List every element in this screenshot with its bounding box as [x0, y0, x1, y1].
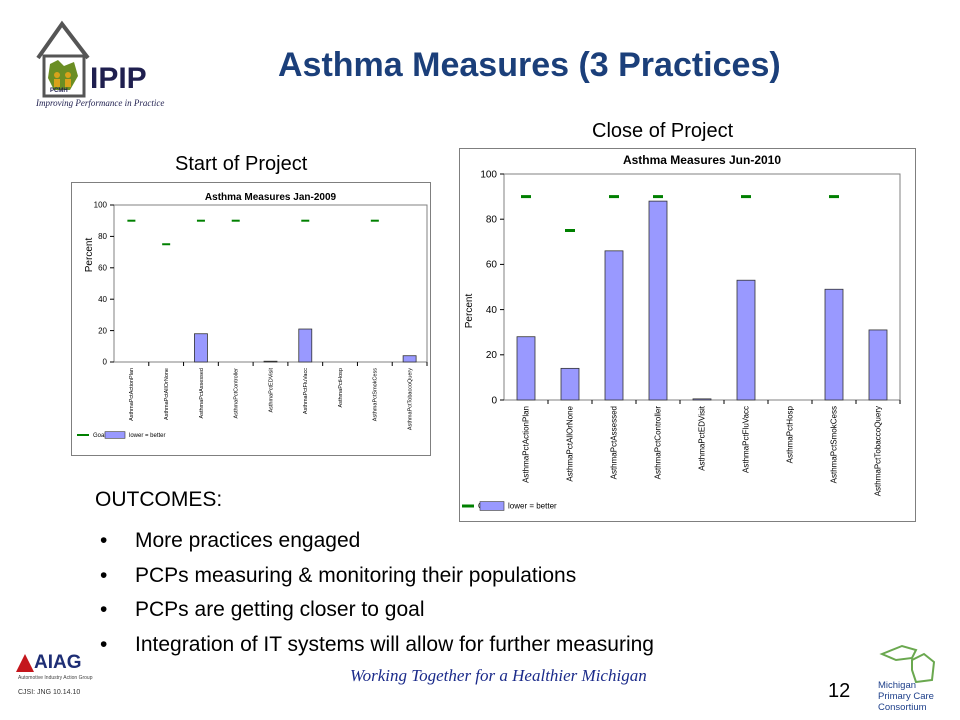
bar: [692, 398, 712, 401]
aiag-logo: AIAG Automotive Industry Action Group: [16, 652, 96, 688]
logo-word: IPIP: [90, 62, 147, 95]
x-tick-label: AsthmaPctAssessed: [199, 368, 205, 418]
chart-close-svg: Asthma Measures Jun-2010 0 20 40 60 80 100 Perc…: [462, 153, 901, 511]
bar: [560, 367, 580, 401]
bar: [868, 329, 888, 401]
house-logo-icon: [36, 20, 90, 98]
page-number: 12: [828, 680, 851, 702]
x-tick-label: AsthmaPctAllOrNone: [164, 368, 170, 420]
michigan-map-icon: [879, 644, 936, 684]
legend-goal-label: Goal: [93, 433, 106, 439]
bar: [824, 288, 844, 401]
aiag-word: AIAG: [34, 652, 82, 673]
y-tick-label: 60: [486, 260, 498, 271]
x-tick-label: AsthmaPctController: [654, 406, 663, 480]
outcomes-list: • More practices engaged • PCPs measuring …: [100, 524, 654, 662]
list-item: • More practices engaged: [100, 524, 654, 559]
bar: [194, 333, 208, 363]
mpcc-line: Michigan: [878, 680, 917, 691]
bullet-glyph: •: [100, 598, 108, 621]
x-tick-label: AsthmaPctFluVacc: [742, 406, 751, 473]
y-tick-label: 20: [486, 350, 498, 361]
x-tick-label: AsthmaPctTobaccoQuery: [874, 406, 883, 496]
mpcc-line: Consortium: [878, 702, 927, 713]
legend-bar-swatch: [479, 501, 505, 511]
list-item-text: PCPs measuring & monitoring their popula…: [135, 563, 577, 587]
legend-bar-label: lower = better: [129, 433, 166, 439]
aiag-subtitle: Automotive Industry Action Group: [18, 675, 93, 681]
chart-title: Asthma Measures Jan-2009: [205, 192, 337, 203]
chart-start: Asthma Measures Jan-2009 0 20 40 60 80 100 Perc…: [71, 182, 431, 456]
plot-area: [113, 204, 428, 363]
bullet-glyph: •: [100, 563, 108, 587]
legend-bar-label: lower = better: [508, 502, 557, 511]
x-tick-label: AsthmaPctActionPlan: [129, 368, 135, 421]
mpcc-logo: Michigan Primary Care Consortium: [872, 640, 948, 713]
footer-code: CJSI: JNG 10.14.10: [18, 689, 81, 696]
bar: [604, 250, 624, 401]
bar: [263, 360, 278, 363]
chart-close: Asthma Measures Jun-2010 0 20 40 60 80 100 Perc…: [459, 148, 916, 522]
bar: [402, 355, 417, 363]
y-tick-label: 0: [103, 358, 108, 367]
list-item-text: PCPs are getting closer to goal: [135, 598, 425, 621]
bullet-glyph: •: [100, 632, 108, 656]
x-tick-label: AsthmaPctSmokCess: [373, 368, 379, 421]
y-tick-label: 80: [98, 232, 107, 241]
x-tick-label: AsthmaPctController: [234, 368, 240, 419]
page-title: Asthma Measures (3 Practices): [278, 46, 781, 84]
y-tick-label: 40: [98, 295, 107, 304]
legend-bar-swatch: [104, 431, 126, 439]
x-tick-label: AsthmaPctEDVisit: [268, 368, 274, 413]
list-item-text: More practices engaged: [135, 529, 361, 552]
list-item-text: Integration of IT systems will allow for…: [135, 632, 654, 656]
x-tick-label: AsthmaPctHosp: [338, 368, 344, 407]
y-tick-label: 0: [491, 395, 497, 406]
bar: [516, 336, 536, 401]
list-item: • PCPs measuring & monitoring their popul…: [100, 559, 654, 594]
bar: [298, 328, 313, 363]
caption-close: Close of Project: [592, 120, 734, 142]
y-tick-label: 100: [94, 201, 108, 210]
y-tick-label: 20: [98, 326, 107, 335]
list-item: • PCPs are getting closer to goal: [100, 593, 654, 628]
footer-motto: Working Together for a Healthier Michiga…: [350, 666, 647, 685]
x-tick-label: AsthmaPctSmokCess: [830, 406, 839, 483]
x-tick-label: AsthmaPctEDVisit: [698, 405, 707, 471]
bar: [648, 200, 668, 401]
x-tick-label: AsthmaPctHosp: [786, 405, 795, 463]
chart-title: Asthma Measures Jun-2010: [623, 153, 781, 167]
list-item: • Integration of IT systems will allow fo…: [100, 628, 654, 663]
y-tick-label: 80: [486, 215, 498, 226]
x-tick-label: AsthmaPctAllOrNone: [566, 405, 575, 481]
x-tick-label: AsthmaPctActionPlan: [522, 406, 531, 483]
x-tick-label: AsthmaPctFluVacc: [303, 368, 309, 414]
y-axis-label: Percent: [84, 238, 95, 273]
pcmh-badge: PCMH: [50, 88, 68, 94]
ipip-logo: PCMH IPIP Improving Performance in Pract…: [30, 18, 180, 113]
bullet-glyph: •: [100, 529, 108, 552]
y-tick-label: 60: [98, 263, 107, 272]
x-tick-label: AsthmaPctTobaccoQuery: [407, 368, 413, 430]
x-tick-label: AsthmaPctAssessed: [610, 406, 619, 479]
mpcc-text: Michigan Primary Care Consortium: [878, 680, 934, 713]
y-tick-label: 40: [486, 305, 498, 316]
logo-tagline: Improving Performance in Practice: [36, 98, 165, 108]
bar: [736, 279, 756, 401]
y-axis-label: Percent: [464, 294, 475, 329]
mpcc-line: Primary Care: [878, 691, 934, 702]
y-tick-label: 100: [480, 169, 497, 180]
aiag-mark-icon: [16, 654, 34, 672]
caption-start: Start of Project: [175, 153, 308, 175]
chart-start-svg: Asthma Measures Jan-2009 0 20 40 60 80 100 Perc…: [77, 192, 428, 439]
outcomes-heading: OUTCOMES:: [95, 488, 223, 511]
